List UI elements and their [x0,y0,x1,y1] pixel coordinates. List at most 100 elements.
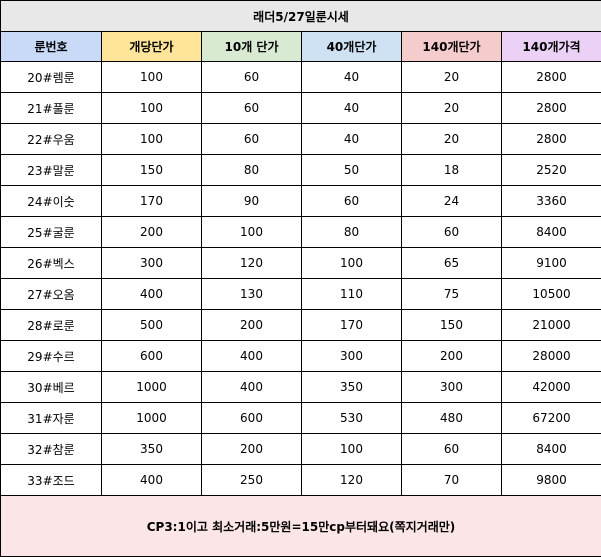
total-140-cell: 67200 [502,403,601,434]
price-40-cell: 40 [302,93,402,124]
price-40-cell: 40 [302,62,402,93]
price-10-cell: 100 [202,217,302,248]
title-row: 래더5/27일룬시세 [1,1,601,32]
price-40-cell: 170 [302,310,402,341]
total-140-cell: 10500 [502,279,601,310]
price-10-cell: 200 [202,434,302,465]
price-10-cell: 250 [202,465,302,496]
unit-price-cell: 300 [102,248,202,279]
total-140-cell: 3360 [502,186,601,217]
total-140-cell: 28000 [502,341,601,372]
header-price-140: 140개단가 [402,32,502,62]
price-140-cell: 300 [402,372,502,403]
rune-name-cell: 25#굴룬 [1,217,102,248]
price-10-cell: 60 [202,93,302,124]
header-price-40: 40개단가 [302,32,402,62]
price-140-cell: 70 [402,465,502,496]
rune-name-cell: 22#우움 [1,124,102,155]
unit-price-cell: 170 [102,186,202,217]
unit-price-cell: 100 [102,124,202,155]
unit-price-cell: 150 [102,155,202,186]
price-140-cell: 480 [402,403,502,434]
unit-price-cell: 100 [102,62,202,93]
price-40-cell: 60 [302,186,402,217]
total-140-cell: 2520 [502,155,601,186]
price-40-cell: 530 [302,403,402,434]
total-140-cell: 2800 [502,62,601,93]
unit-price-cell: 600 [102,341,202,372]
total-140-cell: 42000 [502,372,601,403]
unit-price-cell: 200 [102,217,202,248]
header-row: 룬번호 개당단가 10개 단가 40개단가 140개단가 140개가격 [1,32,601,62]
unit-price-cell: 400 [102,279,202,310]
unit-price-cell: 1000 [102,403,202,434]
header-total-140: 140개가격 [502,32,601,62]
price-140-cell: 200 [402,341,502,372]
price-140-cell: 60 [402,217,502,248]
rune-name-cell: 26#벡스 [1,248,102,279]
rune-name-cell: 31#자룬 [1,403,102,434]
price-140-cell: 20 [402,93,502,124]
unit-price-cell: 350 [102,434,202,465]
price-10-cell: 200 [202,310,302,341]
price-10-cell: 90 [202,186,302,217]
rune-name-cell: 30#베르 [1,372,102,403]
unit-price-cell: 400 [102,465,202,496]
rune-name-cell: 28#로룬 [1,310,102,341]
total-140-cell: 21000 [502,310,601,341]
header-price-10: 10개 단가 [202,32,302,62]
total-140-cell: 9100 [502,248,601,279]
rune-name-cell: 27#오옴 [1,279,102,310]
price-140-cell: 60 [402,434,502,465]
unit-price-cell: 500 [102,310,202,341]
price-40-cell: 350 [302,372,402,403]
price-40-cell: 100 [302,434,402,465]
rune-name-cell: 32#참룬 [1,434,102,465]
rune-name-cell: 33#조드 [1,465,102,496]
footer-row: CP3:1이고 최소거래:5만원=15만cp부터돼요(쪽지거래만) [1,496,601,557]
price-140-cell: 20 [402,124,502,155]
price-140-cell: 150 [402,310,502,341]
price-10-cell: 400 [202,341,302,372]
header-rune-number: 룬번호 [1,32,102,62]
price-40-cell: 80 [302,217,402,248]
price-40-cell: 300 [302,341,402,372]
price-10-cell: 600 [202,403,302,434]
header-unit-price: 개당단가 [102,32,202,62]
rune-name-cell: 21#풀룬 [1,93,102,124]
price-140-cell: 20 [402,62,502,93]
sheet-title: 래더5/27일룬시세 [1,1,601,32]
price-40-cell: 100 [302,248,402,279]
footer-note: CP3:1이고 최소거래:5만원=15만cp부터돼요(쪽지거래만) [1,496,601,557]
price-10-cell: 60 [202,62,302,93]
total-140-cell: 2800 [502,93,601,124]
rune-name-cell: 24#이숫 [1,186,102,217]
price-140-cell: 18 [402,155,502,186]
total-140-cell: 2800 [502,124,601,155]
rune-name-cell: 23#말룬 [1,155,102,186]
price-10-cell: 80 [202,155,302,186]
total-140-cell: 9800 [502,465,601,496]
price-40-cell: 50 [302,155,402,186]
price-10-cell: 130 [202,279,302,310]
price-40-cell: 110 [302,279,402,310]
price-40-cell: 120 [302,465,402,496]
price-10-cell: 400 [202,372,302,403]
price-140-cell: 75 [402,279,502,310]
price-140-cell: 24 [402,186,502,217]
